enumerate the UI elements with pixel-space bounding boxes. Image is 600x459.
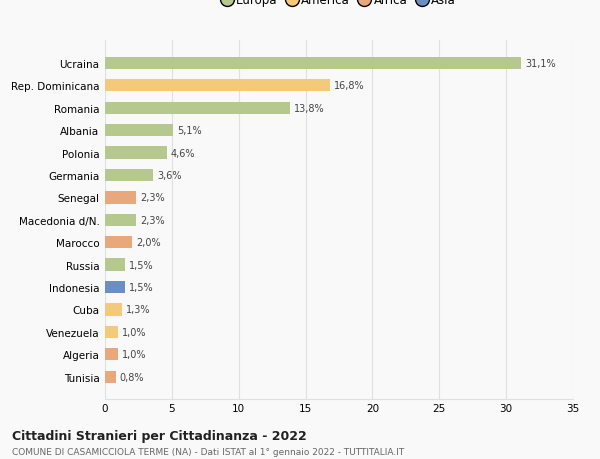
Text: COMUNE DI CASAMICCIOLA TERME (NA) - Dati ISTAT al 1° gennaio 2022 - TUTTITALIA.I: COMUNE DI CASAMICCIOLA TERME (NA) - Dati… [12,448,404,457]
Text: 2,0%: 2,0% [136,238,160,248]
Bar [105,125,173,137]
Text: 31,1%: 31,1% [525,59,556,69]
Text: 1,0%: 1,0% [122,350,147,359]
Bar [105,169,153,182]
Bar [105,371,116,383]
Bar [105,348,118,361]
Text: 2,3%: 2,3% [140,193,164,203]
Bar [105,281,125,294]
Text: 1,3%: 1,3% [127,305,151,315]
Legend: Europa, America, Africa, Asia: Europa, America, Africa, Asia [220,0,458,9]
Text: 5,1%: 5,1% [177,126,202,136]
Text: 1,5%: 1,5% [129,260,154,270]
Bar [105,80,329,92]
Text: 16,8%: 16,8% [334,81,364,91]
Bar [105,304,122,316]
Bar [105,102,290,115]
Bar [105,57,521,70]
Bar [105,326,118,338]
Text: 2,3%: 2,3% [140,215,164,225]
Text: 0,8%: 0,8% [120,372,144,382]
Bar [105,192,136,204]
Text: 4,6%: 4,6% [170,148,195,158]
Bar [105,214,136,226]
Bar [105,147,167,159]
Text: 13,8%: 13,8% [293,103,324,113]
Text: 1,5%: 1,5% [129,282,154,292]
Text: 3,6%: 3,6% [157,171,182,180]
Bar [105,236,132,249]
Bar [105,259,125,271]
Text: 1,0%: 1,0% [122,327,147,337]
Text: Cittadini Stranieri per Cittadinanza - 2022: Cittadini Stranieri per Cittadinanza - 2… [12,429,307,442]
